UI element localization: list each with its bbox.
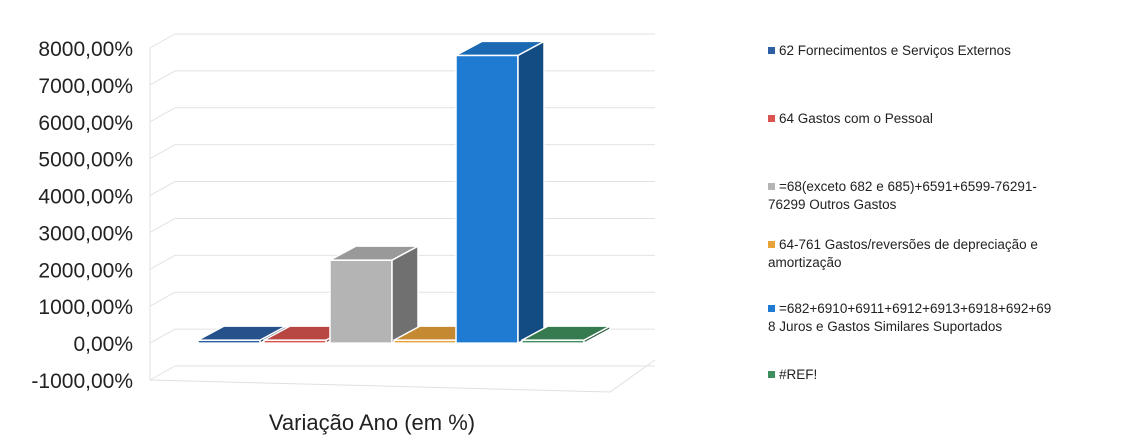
y-tick-label: 0,00% [73,333,133,356]
gridline-side [149,365,176,381]
gridline-side [149,218,176,233]
legend-swatch [768,241,775,248]
gridline-side [149,33,176,49]
y-tick-label: 7000,00% [38,75,133,98]
y-tick-label: 5000,00% [38,149,133,172]
legend-label: 76299 Outros Gastos [768,197,897,212]
y-tick-label: 6000,00% [38,112,133,135]
legend-item: #REF! [768,366,817,384]
bar-front [329,259,393,344]
bar-chart: 8000,00% 7000,00% 6000,00% 5000,00% 4000,00%… [31,33,656,435]
y-axis: 8000,00% 7000,00% 6000,00% 5000,00% 4000,00%… [31,38,133,393]
x-axis-category-label: Variação Ano (em %) [269,410,475,435]
y-tick-label: -1000,00% [31,370,133,393]
gridline-side [149,328,176,344]
bar-top [197,325,287,341]
gridline-side [149,107,176,123]
legend-label: 64 Gastos com o Pessoal [779,111,933,126]
chart-floor-edge [149,48,656,393]
bar-5 [455,40,545,345]
y-tick-label: 1000,00% [38,296,133,319]
legend-item: 64-761 Gastos/reversões de depreciação e… [768,236,1038,272]
legend-swatch [768,47,775,54]
bar-6 [521,324,611,345]
gridline-side [149,181,176,196]
legend-label: #REF! [779,367,818,382]
gridline-side [149,291,176,307]
bar-top [521,325,611,341]
y-tick-label: 4000,00% [38,186,133,209]
y-tick-label: 8000,00% [38,38,133,61]
legend-item: 64 Gastos com o Pessoal [768,110,933,128]
legend-swatch [768,305,775,312]
legend-swatch [768,183,775,190]
legend-label: 62 Fornecimentos e Serviços Externos [779,43,1011,58]
bar-top [455,40,545,57]
bar-top [329,245,419,261]
bar-side [517,40,545,345]
legend-item: =682+6910+6911+6912+6913+6918+692+69 8 Ju… [768,300,1051,336]
legend-label: 64-761 Gastos/reversões de depreciação e [779,237,1038,252]
legend-item: 62 Fornecimentos e Serviços Externos [768,42,1011,60]
legend-swatch [768,371,775,378]
legend-label: amortização [768,255,842,270]
gridline-side [149,254,176,270]
legend-swatch [768,115,775,122]
chart-bars [197,40,611,345]
bar-front [455,54,519,344]
y-tick-label: 3000,00% [38,222,133,245]
bar-3 [329,244,419,345]
gridline-side [149,70,176,86]
legend-label: =682+6910+6911+6912+6913+6918+692+69 [779,301,1052,316]
y-tick-label: 2000,00% [38,259,133,282]
legend-label: 8 Juros e Gastos Similares Suportados [768,319,1003,334]
gridline-side [149,144,176,160]
legend-label: =68(exceto 682 e 685)+6591+6599-76291- [779,179,1037,194]
legend-item: =68(exceto 682 e 685)+6591+6599-76291- 76… [768,178,1037,214]
